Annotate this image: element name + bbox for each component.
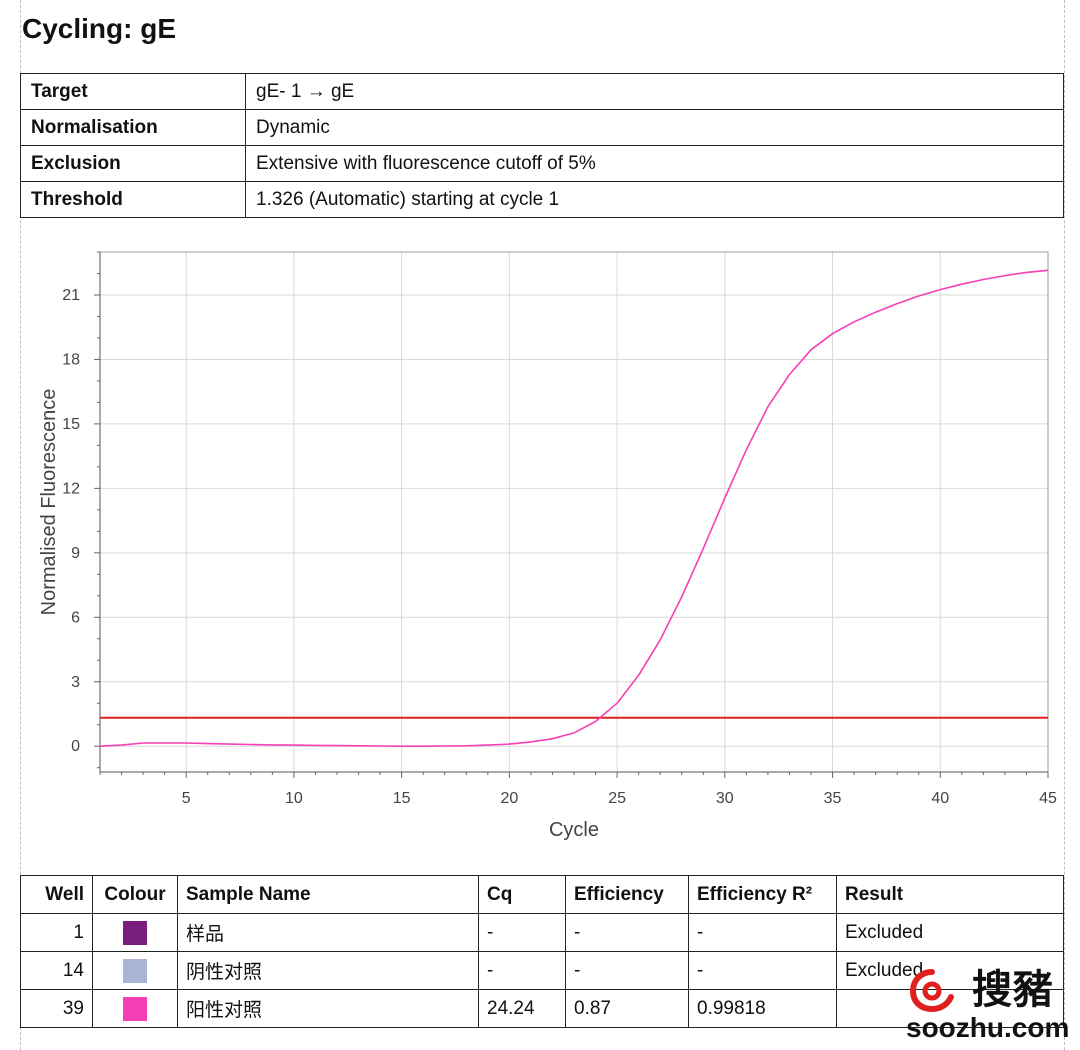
- efficiency-r2-cell: -: [688, 951, 837, 990]
- series-line: [99, 269, 1049, 748]
- y-tick-label: 9: [71, 545, 80, 562]
- y-tick-label: 0: [71, 738, 80, 755]
- page-border-left: [20, 0, 21, 1050]
- results-header-row: Well Colour Sample Name Cq Efficiency Ef…: [20, 875, 1064, 914]
- chart-grid: [100, 252, 1048, 772]
- fluorescence-chart: 5 10 15 20 25 30 35 40 45 0 3 6 9 12 15 18 21 Cycle Nor…: [38, 251, 1057, 840]
- y-tick-label: 12: [62, 480, 80, 497]
- y-tick-label: 15: [62, 416, 80, 433]
- info-label: Threshold: [20, 181, 246, 218]
- x-tick-label: 35: [824, 790, 842, 807]
- sample-name-cell: 阳性对照: [177, 989, 479, 1028]
- well-cell: 39: [20, 989, 93, 1028]
- cq-cell: 24.24: [478, 989, 566, 1028]
- x-tick-label: 10: [285, 790, 303, 807]
- x-tick-label: 40: [931, 790, 949, 807]
- info-row-threshold: Threshold 1.326 (Automatic) starting at …: [20, 181, 1064, 218]
- chart-axes: [94, 251, 1049, 778]
- x-tick-label: 15: [393, 790, 411, 807]
- info-value: gE- 1 → gE: [245, 73, 1064, 110]
- y-tick-label: 21: [62, 287, 80, 304]
- x-tick-label: 30: [716, 790, 734, 807]
- y-tick-label: 3: [71, 674, 80, 691]
- info-label: Exclusion: [20, 145, 246, 182]
- colour-swatch: [123, 958, 147, 983]
- result-cell: Excluded: [836, 951, 1064, 990]
- table-row: 1 样品 - - - Excluded: [20, 913, 1064, 952]
- colour-cell: [92, 951, 178, 990]
- info-label: Normalisation: [20, 109, 246, 146]
- results-body: 1 样品 - - - Excluded 14 阴性对照 - - - Exclud…: [20, 913, 1064, 1028]
- colour-cell: [92, 989, 178, 1028]
- info-value: Dynamic: [245, 109, 1064, 146]
- well-cell: 14: [20, 951, 93, 990]
- x-tick-label: 25: [608, 790, 626, 807]
- page-title: Cycling: gE: [22, 13, 177, 44]
- info-row-exclusion: Exclusion Extensive with fluorescence cu…: [20, 145, 1064, 182]
- sample-name-cell: 阴性对照: [177, 951, 479, 990]
- y-tick-label: 18: [62, 351, 80, 368]
- watermark-logo-icon: [910, 969, 954, 1012]
- x-tick-label: 45: [1039, 790, 1057, 807]
- y-tick-label: 6: [71, 609, 80, 626]
- efficiency-cell: -: [565, 951, 689, 990]
- col-efficiency-header: Efficiency: [565, 875, 689, 914]
- colour-swatch: [123, 920, 147, 945]
- chart-series: [99, 269, 1049, 748]
- info-value: 1.326 (Automatic) starting at cycle 1: [245, 181, 1064, 218]
- table-row: 39 阳性对照 24.24 0.87 0.99818: [20, 989, 1064, 1028]
- col-cq-header: Cq: [478, 875, 566, 914]
- run-info-table: Target gE- 1 → gE Normalisation Dynamic …: [20, 73, 1064, 218]
- col-result-header: Result: [836, 875, 1064, 914]
- efficiency-r2-cell: -: [688, 913, 837, 952]
- cq-cell: -: [478, 951, 566, 990]
- info-row-target: Target gE- 1 → gE: [20, 73, 1064, 110]
- page-border-right: [1064, 0, 1065, 1050]
- results-table: Well Colour Sample Name Cq Efficiency Ef…: [20, 875, 1064, 1028]
- col-sample-name-header: Sample Name: [177, 875, 479, 914]
- table-row: 14 阴性对照 - - - Excluded: [20, 951, 1064, 990]
- plot-frame: [99, 251, 1049, 773]
- col-efficiency-r2-header: Efficiency R²: [688, 875, 837, 914]
- sample-name-cell: 样品: [177, 913, 479, 952]
- efficiency-cell: -: [565, 913, 689, 952]
- watermark-text: 搜豬: [972, 966, 1054, 1013]
- watermark-url: soozhu.com: [906, 1012, 1070, 1043]
- x-tick-label: 20: [500, 790, 518, 807]
- col-well-header: Well: [20, 875, 93, 914]
- x-tick-label: 5: [182, 790, 191, 807]
- info-row-normalisation: Normalisation Dynamic: [20, 109, 1064, 146]
- x-tick-labels: 5 10 15 20 25 30 35 40 45: [182, 790, 1057, 807]
- info-value: Extensive with fluorescence cutoff of 5%: [245, 145, 1064, 182]
- colour-cell: [92, 913, 178, 952]
- cq-cell: -: [478, 913, 566, 952]
- x-axis-label: Cycle: [549, 819, 599, 840]
- y-tick-labels: 0 3 6 9 12 15 18 21: [62, 287, 80, 755]
- efficiency-r2-cell: 0.99818: [688, 989, 837, 1028]
- colour-swatch: [123, 996, 147, 1021]
- y-axis-label: Normalised Fluorescence: [38, 389, 60, 616]
- watermark: 搜豬 soozhu.com: [898, 962, 1078, 1048]
- info-label: Target: [20, 73, 246, 110]
- well-cell: 1: [20, 913, 93, 952]
- efficiency-cell: 0.87: [565, 989, 689, 1028]
- col-colour-header: Colour: [92, 875, 178, 914]
- result-cell: Excluded: [836, 913, 1064, 952]
